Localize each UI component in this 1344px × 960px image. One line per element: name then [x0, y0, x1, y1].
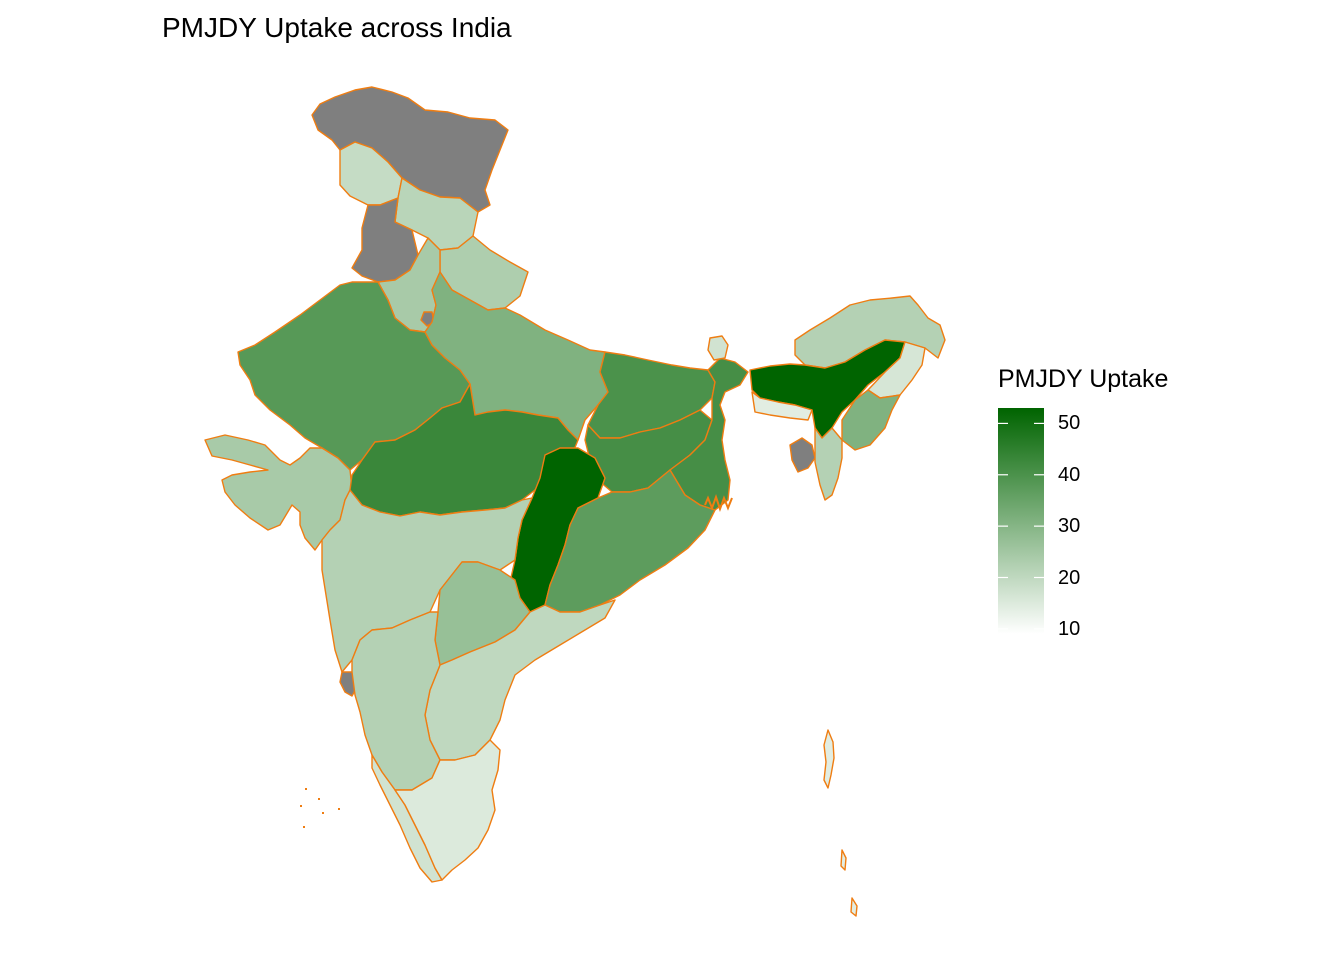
region-gujarat — [204, 434, 353, 551]
region-uttar-pradesh — [424, 271, 609, 441]
region-manipur — [841, 389, 901, 451]
map-title: PMJDY Uptake across India — [162, 12, 512, 43]
region-mizoram — [814, 427, 843, 501]
region-tripura — [789, 437, 816, 473]
region-odisha — [544, 469, 716, 613]
legend-tick-label: 30 — [1058, 515, 1081, 538]
region-tamil-nadu — [394, 739, 501, 881]
region-andhra-pradesh — [424, 599, 616, 761]
lakshadweep-islands — [300, 788, 340, 828]
legend-tick-label: 40 — [1058, 463, 1081, 486]
region-maharashtra — [321, 489, 533, 673]
region-karnataka — [351, 611, 441, 791]
region-meghalaya — [751, 391, 813, 421]
legend-tick-label: 10 — [1058, 617, 1081, 640]
region-jammu-kashmir — [311, 86, 509, 213]
legend-tick-label: 20 — [1058, 566, 1081, 589]
region-west-bengal — [669, 357, 749, 511]
legend-colorbar — [998, 408, 1044, 634]
region-sikkim — [707, 335, 729, 361]
legend-tick-label: 50 — [1058, 412, 1081, 435]
region-andaman-nicobar — [823, 729, 858, 917]
legend-title: PMJDY Uptake — [998, 365, 1169, 393]
legend-tick-marks — [998, 422, 1044, 630]
delta-coastline-detail — [704, 493, 733, 513]
